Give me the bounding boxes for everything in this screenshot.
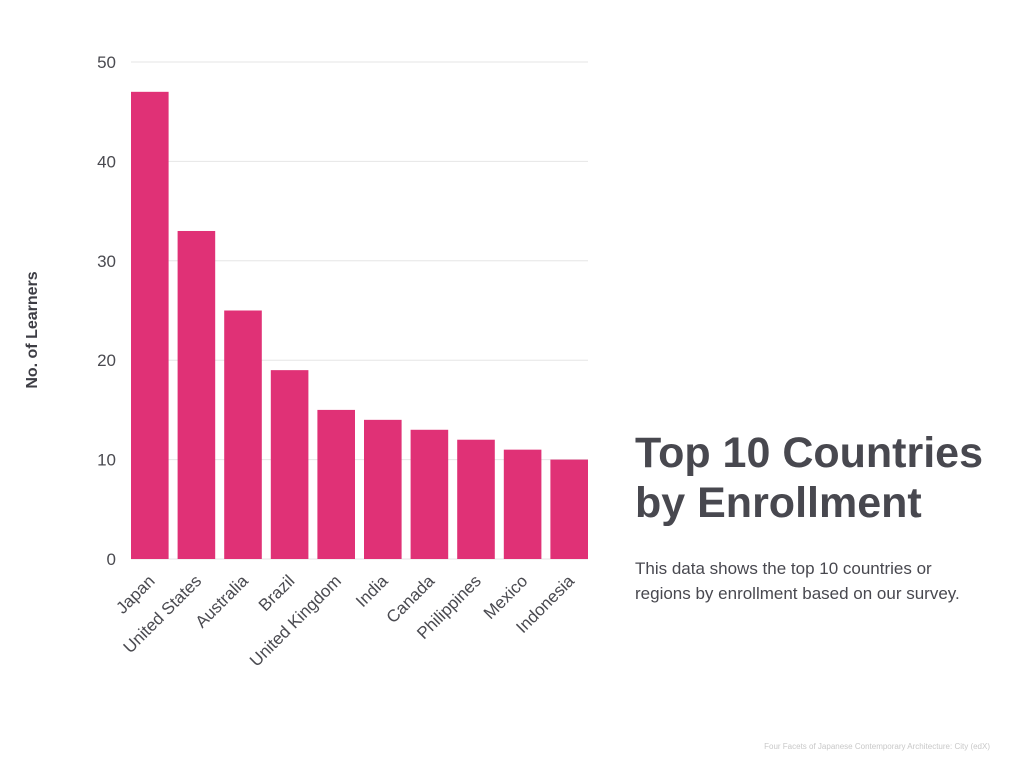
bar-brazil xyxy=(270,370,309,559)
bar-indonesia xyxy=(550,459,588,559)
y-tick-label: 40 xyxy=(97,152,116,171)
y-axis-label: No. of Learners xyxy=(24,271,41,389)
bar-australia xyxy=(224,310,262,559)
y-tick-label: 10 xyxy=(97,451,116,470)
chart-title-line-1: Top 10 Countries xyxy=(635,429,984,477)
y-tick-label: 20 xyxy=(97,351,116,370)
chart-title: Top 10 Countries by Enrollment xyxy=(635,428,1005,528)
y-axis-ticks: 0 10 20 30 40 50 xyxy=(97,53,116,569)
source-credit: Four Facets of Japanese Contemporary Arc… xyxy=(764,742,990,751)
chart-bars xyxy=(131,91,588,560)
chart-description: This data shows the top 10 countries or … xyxy=(635,556,1005,606)
bar-japan xyxy=(131,91,169,559)
bar-canada xyxy=(410,429,449,559)
x-category-label: Australia xyxy=(192,571,253,632)
bar-mexico xyxy=(503,449,542,559)
x-category-label: India xyxy=(352,571,392,611)
y-tick-label: 30 xyxy=(97,252,116,271)
bar-united-states xyxy=(177,230,216,560)
bar-united-kingdom xyxy=(317,409,355,559)
bar-philippines xyxy=(457,439,495,559)
chart-description-line-2: regions by enrollment based on our surve… xyxy=(635,584,960,603)
chart-description-line-1: This data shows the top 10 countries or xyxy=(635,559,932,578)
x-category-label: Brazil xyxy=(255,571,298,614)
y-tick-label: 0 xyxy=(107,550,116,569)
chart-title-line-2: by Enrollment xyxy=(635,479,922,527)
y-tick-label: 50 xyxy=(97,53,116,72)
bar-india xyxy=(364,419,402,559)
